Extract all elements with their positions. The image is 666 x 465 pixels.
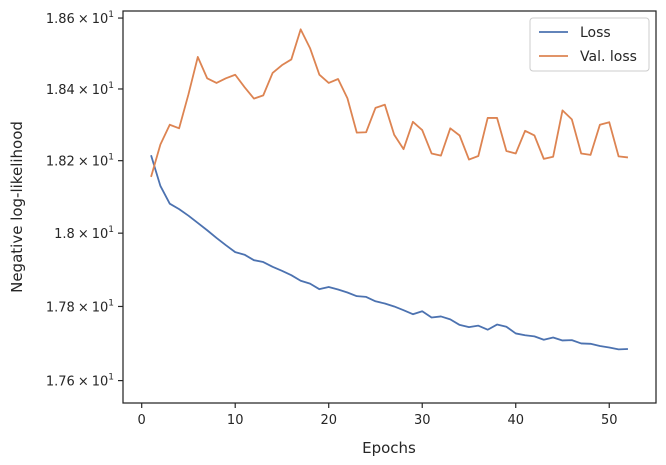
x-tick-label: 50 [601,413,618,428]
series-line-1 [150,28,629,178]
x-tick-label: 40 [507,413,524,428]
series-line-0 [150,155,628,351]
plot-frame [122,10,657,404]
x-tick-label: 10 [227,413,244,428]
legend-label-loss: Loss [580,25,611,41]
legend-label-val-loss: Val. loss [580,49,637,65]
y-tick-label: 1.78 × 101 [46,298,114,315]
y-tick-label: 1.76 × 101 [46,373,114,390]
plot-area [123,11,656,403]
legend: Loss Val. loss [529,17,650,72]
y-tick-label: 1.84 × 101 [46,81,114,98]
x-ticks: 0 10 20 30 40 50 [138,403,618,428]
y-axis-label: Negative log-likelihood [8,121,26,293]
y-tick-label: 1.8 × 101 [54,225,114,242]
series-layer [150,28,629,351]
x-axis-label: Epochs [362,439,416,457]
y-ticks: 1.76 × 101 1.78 × 101 1.8 × 101 1.82 × 101 1.84 × 101 1… [46,10,123,390]
y-tick-label: 1.82 × 101 [46,153,114,170]
x-tick-label: 20 [320,413,337,428]
y-tick-label: 1.86 × 101 [46,10,114,27]
x-tick-label: 30 [414,413,431,428]
x-tick-label: 0 [138,413,146,428]
